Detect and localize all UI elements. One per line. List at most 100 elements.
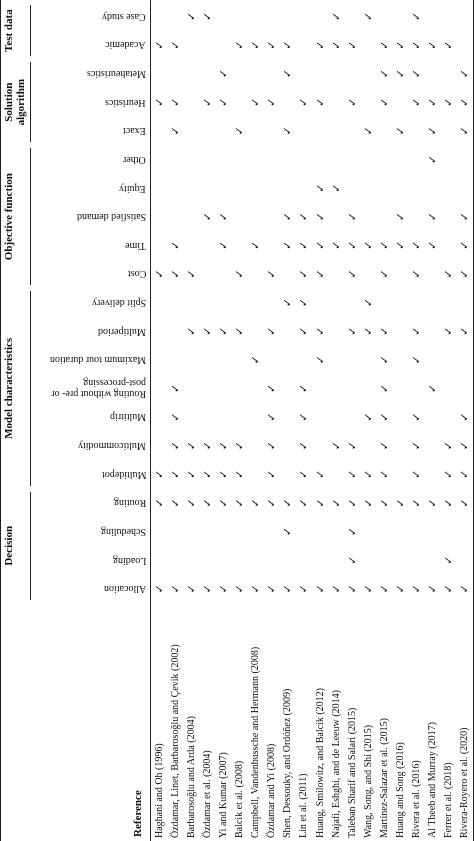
column-header-text: Cost: [127, 268, 146, 280]
check-mark-text: ✓: [153, 584, 166, 594]
reference: Özdamar et al. (2004): [199, 604, 215, 838]
check-mark-text: ✓: [330, 441, 343, 451]
check-mark: ✓: [248, 88, 264, 117]
check-mark-text: ✓: [217, 469, 230, 479]
check-mark: ✓: [280, 489, 296, 518]
check-mark-text: ✓: [282, 297, 295, 308]
group-header-text: Test data: [3, 9, 15, 52]
check-mark: ✓: [312, 174, 328, 203]
check-mark: ✓: [183, 489, 199, 518]
check-mark: ✓: [215, 59, 231, 88]
check-mark: ✓: [215, 202, 231, 231]
column-header-text: Loading: [112, 554, 146, 566]
check-mark-text: ✓: [411, 326, 424, 336]
check-mark: ✓: [312, 489, 328, 518]
group-header-text: Model characteristics: [3, 337, 15, 439]
check-mark-text: ✓: [234, 469, 247, 479]
check-mark: ✓: [264, 374, 280, 403]
check-mark: ✓: [280, 517, 296, 546]
group-header: Objective function: [3, 145, 15, 288]
check-mark: ✓: [409, 88, 425, 117]
check-mark: ✓: [409, 31, 425, 60]
check-mark: ✓: [264, 489, 280, 518]
group-rule: [30, 5, 31, 57]
reference-text: Ferrer et al. (2018): [443, 762, 455, 838]
check-mark: ✓: [393, 202, 409, 231]
check-mark: ✓: [457, 202, 473, 231]
check-mark: ✓: [376, 88, 392, 117]
check-mark-text: ✓: [185, 11, 198, 21]
check-mark: ✓: [296, 431, 312, 460]
check-mark-text: ✓: [378, 97, 391, 107]
check-mark: ✓: [393, 31, 409, 60]
check-mark-text: ✓: [201, 469, 214, 479]
check-mark: ✓: [393, 117, 409, 146]
check-mark: ✓: [360, 2, 376, 31]
check-mark: ✓: [376, 260, 392, 289]
check-mark-text: ✓: [298, 97, 311, 107]
check-mark-text: ✓: [395, 498, 408, 508]
check-mark-text: ✓: [378, 498, 391, 508]
check-mark: ✓: [280, 117, 296, 146]
check-mark-text: ✓: [266, 469, 279, 479]
check-mark: ✓: [232, 31, 248, 60]
check-mark: ✓: [425, 231, 441, 260]
check-mark: ✓: [199, 460, 215, 489]
group-rule: [30, 148, 31, 286]
check-mark: ✓: [199, 489, 215, 518]
check-mark-text: ✓: [411, 412, 424, 422]
column-header: Scheduling: [32, 517, 146, 546]
check-mark: ✓: [248, 31, 264, 60]
check-mark-text: ✓: [314, 326, 327, 336]
check-mark: ✓: [199, 88, 215, 117]
check-mark: ✓: [215, 460, 231, 489]
check-mark-text: ✓: [169, 240, 182, 250]
check-mark: ✓: [441, 260, 457, 289]
check-mark: ✓: [360, 317, 376, 346]
reference-text: Taleban Sharif and Salari (2015): [346, 707, 358, 838]
group-rule: [30, 62, 31, 143]
check-mark-text: ✓: [378, 355, 391, 365]
check-mark: ✓: [376, 431, 392, 460]
check-mark-text: ✓: [314, 40, 327, 50]
check-mark-text: ✓: [362, 498, 375, 508]
column-header: Case study: [32, 2, 146, 31]
column-header-text: Metaheuristics: [87, 68, 146, 80]
reference: Barbarosoğlu and Arda (2004): [183, 604, 199, 838]
check-mark: ✓: [296, 231, 312, 260]
check-mark: ✓: [312, 88, 328, 117]
check-mark: ✓: [393, 59, 409, 88]
check-mark-text: ✓: [298, 269, 311, 279]
check-mark-text: ✓: [395, 584, 408, 594]
check-mark-text: ✓: [250, 240, 263, 250]
reference-text: Rivera et al. (2016): [411, 760, 423, 838]
column-header: Other: [32, 145, 146, 174]
check-mark-text: ✓: [217, 326, 230, 336]
check-mark-text: ✓: [298, 297, 311, 308]
check-mark-text: ✓: [346, 240, 359, 250]
reference: Martínez-Salazar et al. (2015): [376, 604, 392, 838]
check-mark: ✓: [425, 88, 441, 117]
check-mark-text: ✓: [217, 97, 230, 107]
check-mark: ✓: [215, 88, 231, 117]
check-mark: ✓: [232, 431, 248, 460]
check-mark-text: ✓: [378, 412, 391, 422]
check-mark: ✓: [280, 202, 296, 231]
reference: Huang and Song (2016): [393, 604, 409, 838]
check-mark-text: ✓: [362, 126, 375, 136]
check-mark-text: ✓: [378, 240, 391, 250]
check-mark: ✓: [248, 489, 264, 518]
check-mark: ✓: [264, 31, 280, 60]
check-mark-text: ✓: [282, 68, 295, 79]
check-mark: ✓: [280, 231, 296, 260]
check-mark: ✓: [457, 59, 473, 88]
reference-text: Özdamar and Yi (2008): [266, 743, 278, 838]
column-header-text: Routing: [113, 497, 146, 509]
check-mark-text: ✓: [250, 97, 263, 107]
column-header-text: Multiperiod: [98, 325, 146, 337]
check-mark: ✓: [167, 231, 183, 260]
reference: Özdamar and Yi (2008): [264, 604, 280, 838]
check-mark-text: ✓: [282, 498, 295, 508]
check-mark-text: ✓: [443, 555, 456, 565]
check-mark: ✓: [328, 431, 344, 460]
